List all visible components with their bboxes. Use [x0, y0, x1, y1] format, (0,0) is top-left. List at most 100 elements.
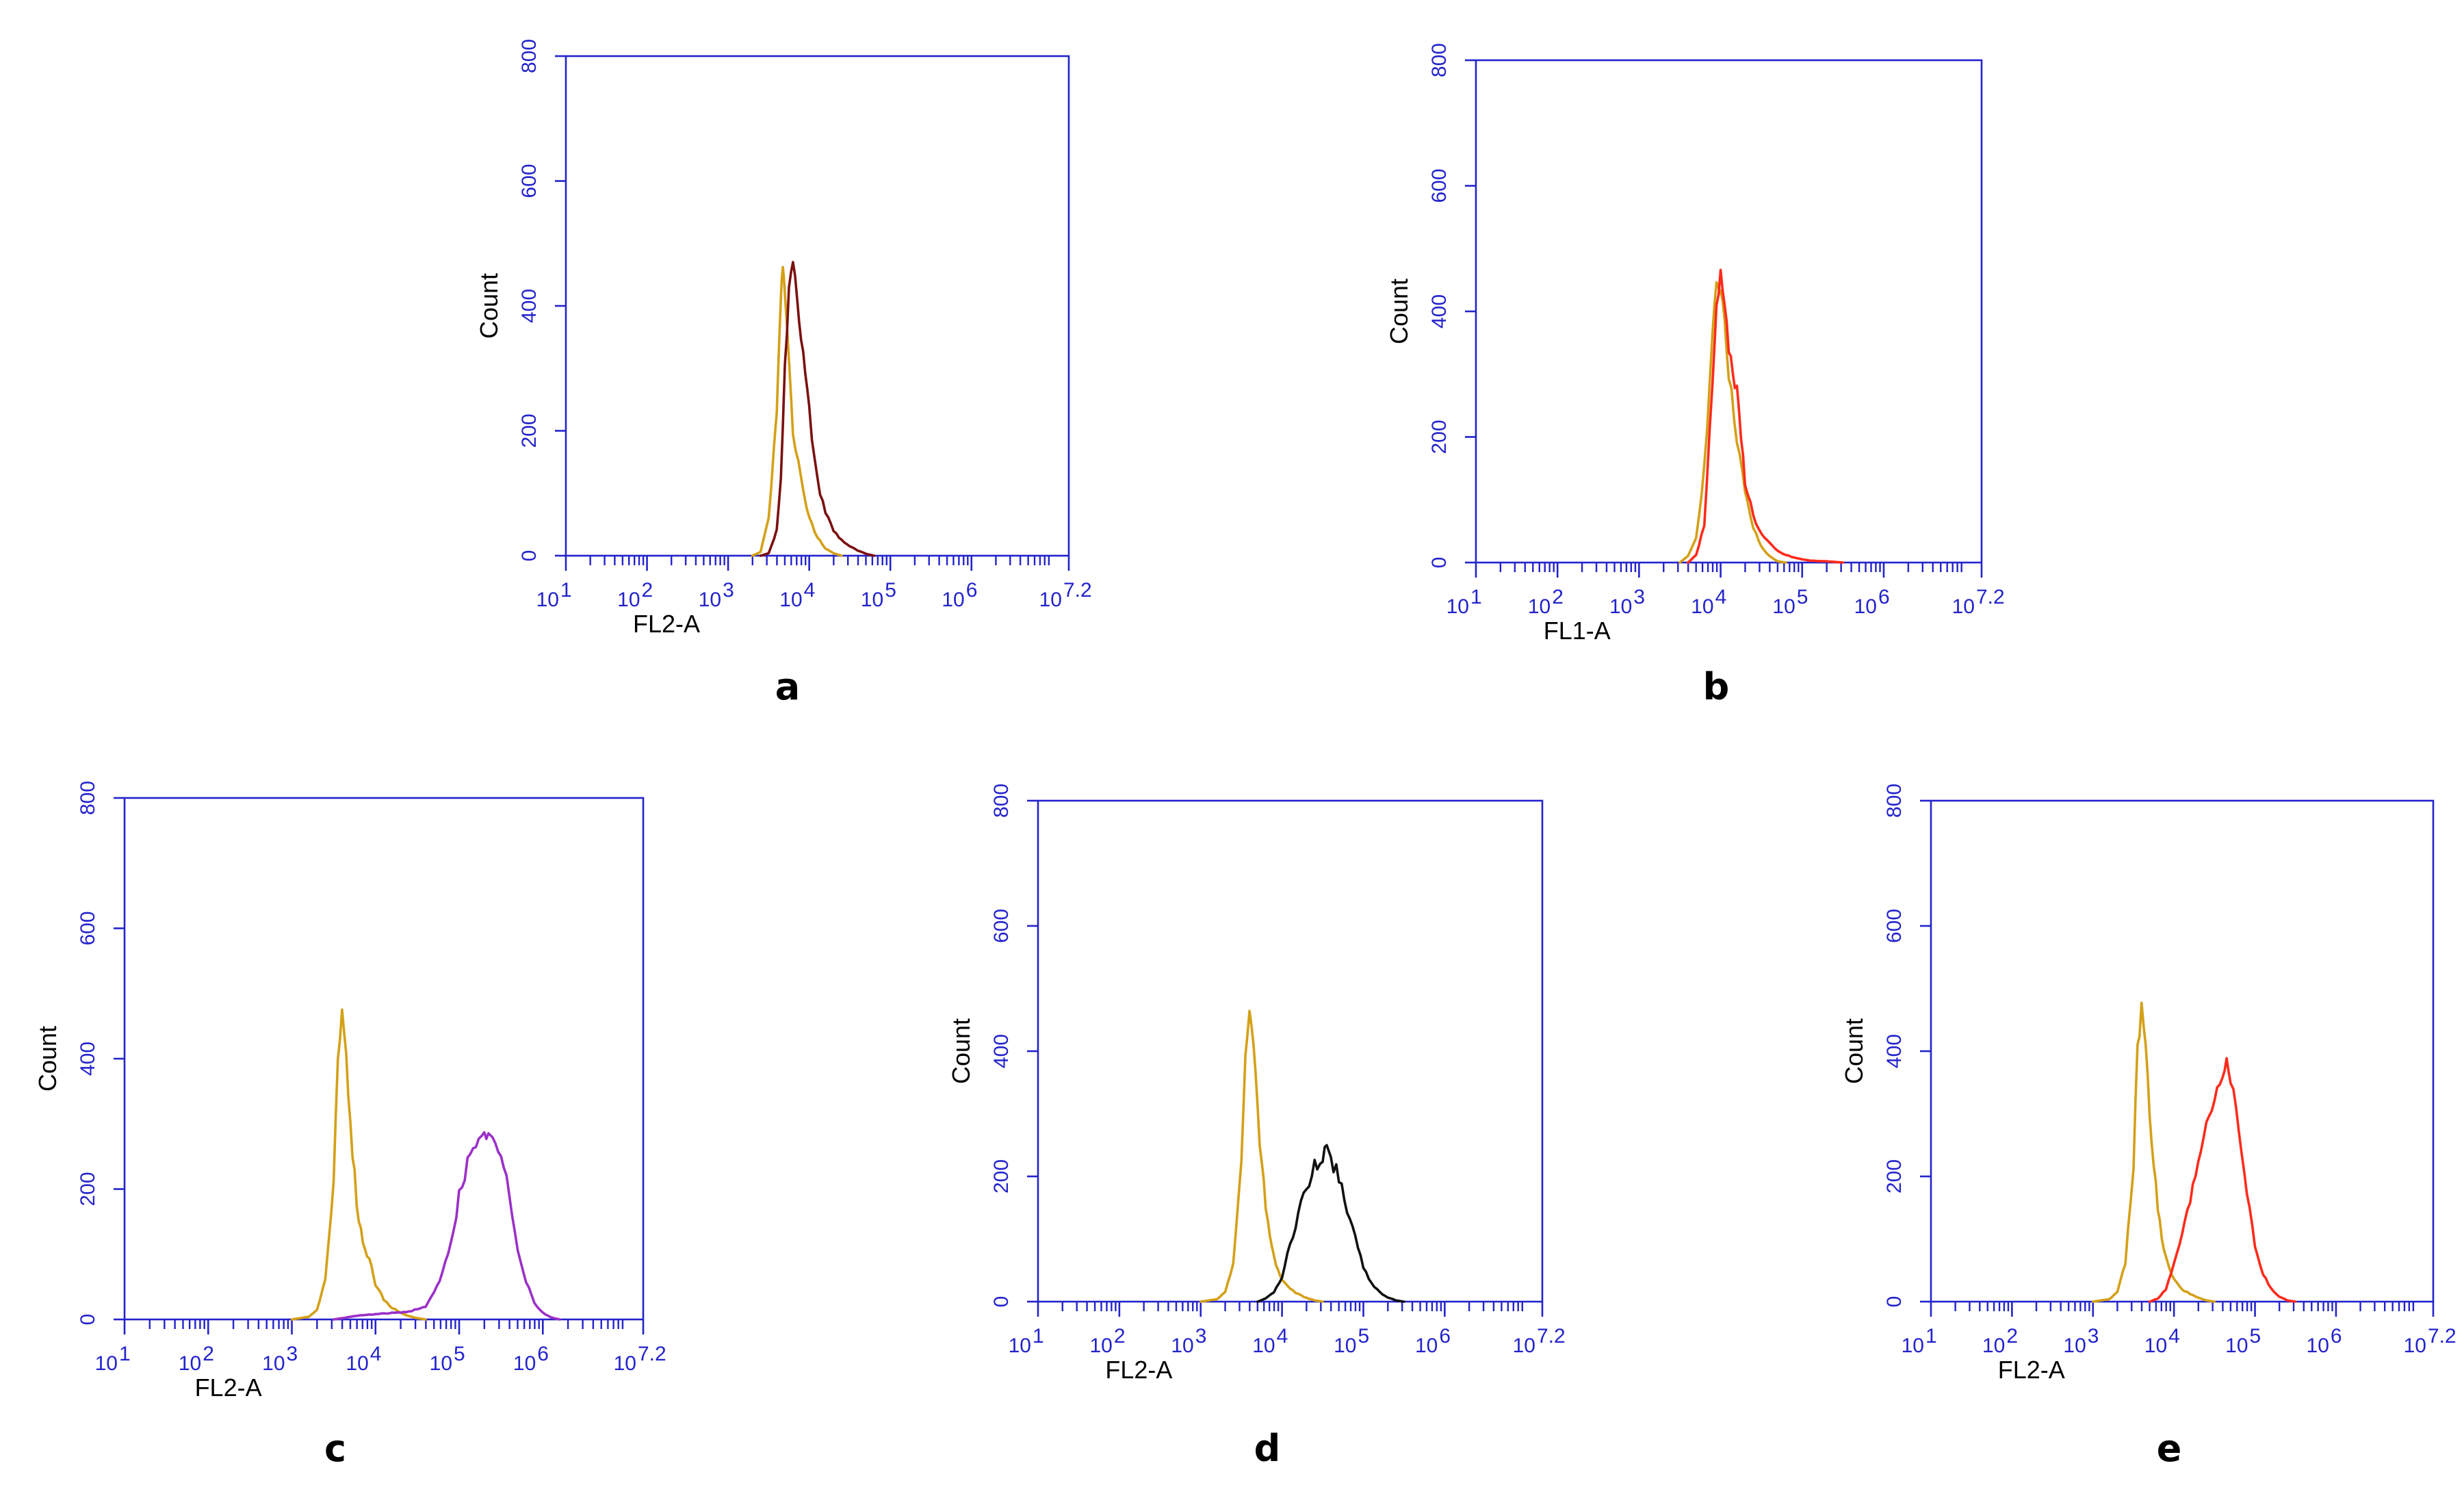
y-tick-label: 600: [518, 164, 541, 198]
y-tick-label: 0: [1883, 1296, 1906, 1308]
histogram-series-line: [332, 1131, 561, 1321]
x-tick-exponent: 6: [2331, 1325, 2342, 1347]
y-axis-title: Count: [475, 273, 503, 339]
x-tick-label: 10: [1334, 1334, 1356, 1357]
x-tick-exponent: 2: [2006, 1325, 2018, 1347]
panel-label-e: e: [2156, 1427, 2182, 1470]
x-tick-exponent: 6: [1439, 1325, 1451, 1347]
x-tick-label: 10: [262, 1352, 285, 1375]
x-tick-exponent: 7.2: [1976, 586, 2005, 608]
x-tick-label: 10: [1528, 595, 1551, 618]
histogram-series-line: [290, 1008, 427, 1321]
histogram-series-line: [1256, 1144, 1405, 1303]
x-tick-exponent: 5: [885, 579, 896, 602]
y-tick-label: 400: [518, 289, 541, 323]
x-tick-label: 10: [1609, 595, 1632, 618]
x-tick-exponent: 6: [1878, 586, 1890, 608]
y-axis-title: Count: [1385, 279, 1413, 344]
x-tick-exponent: 3: [287, 1343, 298, 1365]
histogram-series-line: [2148, 1057, 2297, 1303]
x-tick-label: 10: [861, 589, 883, 611]
histogram-series-line: [2092, 1001, 2216, 1303]
x-tick-exponent: 5: [1358, 1325, 1369, 1347]
y-tick-label: 200: [518, 413, 541, 448]
panel-label-b: b: [1702, 665, 1730, 708]
x-tick-exponent: 4: [804, 579, 816, 602]
plot-frame: [1930, 799, 2435, 1303]
y-tick-label: 800: [1883, 784, 1906, 818]
panel-label-a: a: [775, 665, 801, 708]
y-tick-label: 400: [1428, 294, 1451, 328]
x-tick-exponent: 2: [642, 579, 653, 602]
y-tick-label: 400: [990, 1034, 1013, 1068]
x-tick-label: 10: [2307, 1334, 2329, 1357]
y-tick-label: 0: [77, 1314, 99, 1326]
y-tick-label: 800: [1428, 43, 1451, 77]
plot-frame: [123, 797, 645, 1321]
x-tick-label: 10: [430, 1352, 452, 1375]
y-tick-label: 200: [1883, 1159, 1906, 1194]
x-tick-label: 10: [346, 1352, 368, 1375]
histogram-series-line: [1199, 1009, 1324, 1303]
y-tick-label: 800: [990, 784, 1013, 818]
x-tick-exponent: 1: [1925, 1325, 1937, 1347]
x-tick-label: 10: [2144, 1334, 2167, 1357]
y-axis-title: Count: [947, 1018, 975, 1084]
x-tick-label: 10: [2063, 1334, 2086, 1357]
x-tick-label: 10: [2225, 1334, 2248, 1357]
x-tick-exponent: 5: [454, 1343, 465, 1365]
y-tick-label: 600: [990, 909, 1013, 943]
x-tick-exponent: 3: [1633, 586, 1645, 608]
y-axis-title: Count: [34, 1026, 62, 1092]
x-tick-label: 10: [1252, 1334, 1275, 1357]
plot-frame: [1037, 799, 1544, 1303]
y-axis-title: Count: [1840, 1018, 1868, 1084]
x-axis-title: FL2-A: [195, 1374, 262, 1402]
x-tick-exponent: 4: [370, 1343, 382, 1365]
x-tick-label: 10: [1952, 595, 1975, 618]
y-tick-label: 200: [77, 1172, 99, 1206]
x-tick-exponent: 2: [203, 1343, 214, 1365]
x-tick-exponent: 1: [560, 579, 572, 602]
histogram-series-line: [759, 261, 876, 557]
x-tick-label: 10: [1691, 595, 1713, 618]
x-tick-label: 10: [617, 589, 640, 611]
x-tick-label: 10: [1854, 595, 1877, 618]
x-tick-exponent: 3: [1195, 1325, 1207, 1347]
x-tick-label: 10: [1772, 595, 1795, 618]
y-tick-label: 600: [1428, 168, 1451, 203]
x-tick-exponent: 4: [1277, 1325, 1288, 1347]
x-tick-exponent: 4: [2168, 1325, 2180, 1347]
y-tick-label: 600: [1883, 909, 1906, 943]
x-tick-exponent: 5: [1797, 586, 1808, 608]
y-tick-label: 0: [1428, 557, 1451, 569]
y-tick-label: 0: [518, 550, 541, 562]
y-tick-label: 200: [1428, 420, 1451, 454]
panel-label-d: d: [1254, 1427, 1281, 1470]
x-tick-exponent: 7.2: [2428, 1325, 2456, 1347]
plot-frame: [1475, 59, 1983, 564]
x-axis-title: FL2-A: [1105, 1356, 1172, 1384]
histogram-series-line: [1687, 268, 1845, 564]
x-tick-label: 10: [1009, 1334, 1031, 1357]
y-tick-label: 800: [77, 781, 99, 815]
y-tick-label: 800: [518, 39, 541, 73]
x-tick-label: 10: [95, 1352, 118, 1375]
x-tick-exponent: 5: [2250, 1325, 2261, 1347]
x-tick-exponent: 1: [119, 1343, 131, 1365]
x-tick-label: 10: [699, 589, 721, 611]
x-tick-label: 10: [536, 589, 559, 611]
x-tick-exponent: 7.2: [638, 1343, 666, 1365]
x-tick-exponent: 3: [723, 579, 734, 602]
x-axis-title: FL1-A: [1544, 617, 1611, 645]
x-tick-exponent: 6: [966, 579, 978, 602]
x-tick-exponent: 2: [1114, 1325, 1126, 1347]
x-tick-label: 10: [2404, 1334, 2426, 1357]
y-tick-label: 0: [990, 1296, 1013, 1308]
x-axis-title: FL2-A: [633, 610, 700, 638]
histogram-series-line: [751, 266, 843, 557]
